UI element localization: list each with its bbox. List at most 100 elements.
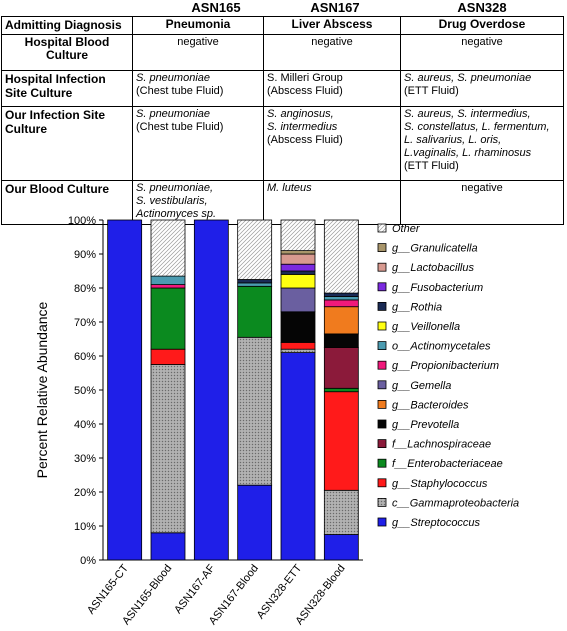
bar-segment: [237, 282, 273, 287]
bar-segment: [323, 489, 359, 535]
diagnosis-3: Drug Overdose: [400, 16, 564, 35]
legend-swatch: [377, 223, 387, 233]
bar-segment: [280, 219, 316, 252]
legend-label: o__Actinomycetales: [392, 341, 491, 353]
legend-label: g__Granulicatella: [392, 243, 478, 255]
legend-label: g__Rothia: [392, 301, 442, 313]
cell-line: S. pneumoniae,: [136, 182, 214, 194]
cell-line: S. aureus, S. pneumoniae: [404, 72, 532, 84]
cell: negative: [263, 34, 401, 71]
legend-swatch: [377, 458, 387, 468]
row-header-our-infection-site: Our Infection Site Culture: [1, 106, 133, 181]
cell-line: (Chest tube Fluid): [136, 121, 224, 133]
legend-label: f__Lachnospiraceae: [392, 439, 491, 451]
y-tick-label: 0%: [80, 555, 96, 567]
y-tick-label: 50%: [74, 385, 96, 397]
legend-swatch: [377, 262, 387, 272]
cell: S. aureus, S. intermedius, S. constellatu…: [400, 106, 564, 181]
bar-segment: [323, 292, 359, 297]
x-tick-label: ASN328-ETT: [255, 562, 305, 621]
y-tick-label: 90%: [74, 249, 96, 261]
bar-segment: [323, 387, 359, 393]
cell-line: S. pneumoniae: [136, 108, 210, 120]
y-tick-label: 60%: [74, 351, 96, 363]
bar-segment: [323, 306, 359, 335]
legend-swatch: [377, 478, 387, 488]
legend-swatch: [377, 243, 387, 252]
legend-swatch: [377, 321, 387, 331]
legend-label: Other: [392, 223, 421, 235]
row-header-hospital-blood: Hospital Blood Culture: [1, 34, 133, 71]
legend-swatch: [377, 399, 387, 409]
legend-label: f__Enterobacteriaceae: [392, 458, 503, 470]
cell-line: S. intermedius: [267, 121, 338, 133]
cell-line: negative: [461, 182, 503, 194]
row-header-hospital-infection-site: Hospital Infection Site Culture: [1, 70, 133, 107]
bar-segment: [280, 348, 316, 353]
bar-segment: [323, 296, 359, 301]
legend-label: g__Veillonella: [392, 321, 460, 333]
bar-segment: [237, 219, 273, 280]
bar-segment: [280, 287, 316, 313]
bar-segment: [150, 348, 186, 365]
legend-label: g__Fusobacterium: [392, 282, 483, 294]
legend-label: g__Lactobacillus: [392, 262, 474, 274]
bar-segment: [150, 275, 186, 285]
y-tick-label: 100%: [68, 215, 96, 227]
bar-segment: [150, 287, 186, 350]
diagnosis-1: Pneumonia: [132, 16, 264, 35]
cell-line: negative: [177, 36, 219, 48]
y-tick-label: 30%: [74, 453, 96, 465]
diagnosis-2: Liver Abscess: [263, 16, 401, 35]
y-tick-label: 80%: [74, 283, 96, 295]
legend-label: g__Prevotella: [392, 419, 459, 431]
patient-header-3: ASN328: [457, 0, 507, 15]
cell-line: M. luteus: [267, 182, 312, 194]
cell-line: L.vaginalis, L. rhaminosus: [404, 147, 532, 159]
cell: S. pneumoniae (Chest tube Fluid): [132, 70, 264, 107]
cell: negative: [132, 34, 264, 71]
cell: negative: [400, 180, 564, 225]
cell-line: S. anginosus,: [267, 108, 334, 120]
legend-swatch: [377, 439, 387, 449]
cell: S. pneumoniae, S. vestibularis, Actinomyce…: [132, 180, 264, 225]
cell: S. Milleri Group (Abscess Fluid): [263, 70, 401, 107]
legend-swatch: [377, 282, 387, 292]
bar-segment: [280, 250, 316, 255]
y-tick-label: 10%: [74, 521, 96, 533]
bar-segment: [280, 274, 316, 289]
bar-segment: [280, 263, 316, 272]
cell-line: Actinomyces sp.: [136, 208, 217, 220]
legend-label: g__Streptococcus: [392, 517, 481, 529]
bar-segment: [323, 219, 359, 294]
bar-segment: [323, 299, 359, 308]
y-tick-label: 70%: [74, 317, 96, 329]
legend-label: c__Gammaproteobacteria: [392, 497, 519, 509]
legend-label: g__Gemella: [392, 380, 451, 392]
legend-label: g__Staphylococcus: [392, 478, 488, 490]
row-header-our-blood: Our Blood Culture: [1, 180, 133, 225]
x-tick-label: ASN165-CT: [85, 562, 131, 616]
cell-line: (ETT Fluid): [404, 160, 459, 172]
cell-line: (ETT Fluid): [404, 85, 459, 97]
cell-line: (Chest tube Fluid): [136, 85, 224, 97]
y-axis-title: Percent Relative Abundance: [34, 301, 50, 478]
legend-swatch: [377, 302, 387, 311]
bar-segment: [237, 484, 273, 561]
legend-swatch: [377, 341, 387, 351]
legend-label: g__Bacteroides: [392, 399, 469, 411]
corner-header: Admitting Diagnosis: [1, 16, 133, 35]
bar-segment: [280, 253, 316, 265]
bar-segment: [323, 333, 359, 348]
bar-segment: [237, 279, 273, 284]
cell-line: S. pneumoniae: [136, 72, 210, 84]
bar-segment: [280, 270, 316, 275]
bar-segment: [150, 284, 186, 289]
y-tick-label: 20%: [74, 487, 96, 499]
cell: S. anginosus, S. intermedius (Abscess Flui…: [263, 106, 401, 181]
patient-header-2: ASN167: [310, 0, 360, 15]
cell: negative: [400, 34, 564, 71]
cell-line: S. aureus, S. intermedius,: [404, 108, 531, 120]
bar-segment: [150, 219, 186, 277]
cell-line: negative: [461, 36, 503, 48]
